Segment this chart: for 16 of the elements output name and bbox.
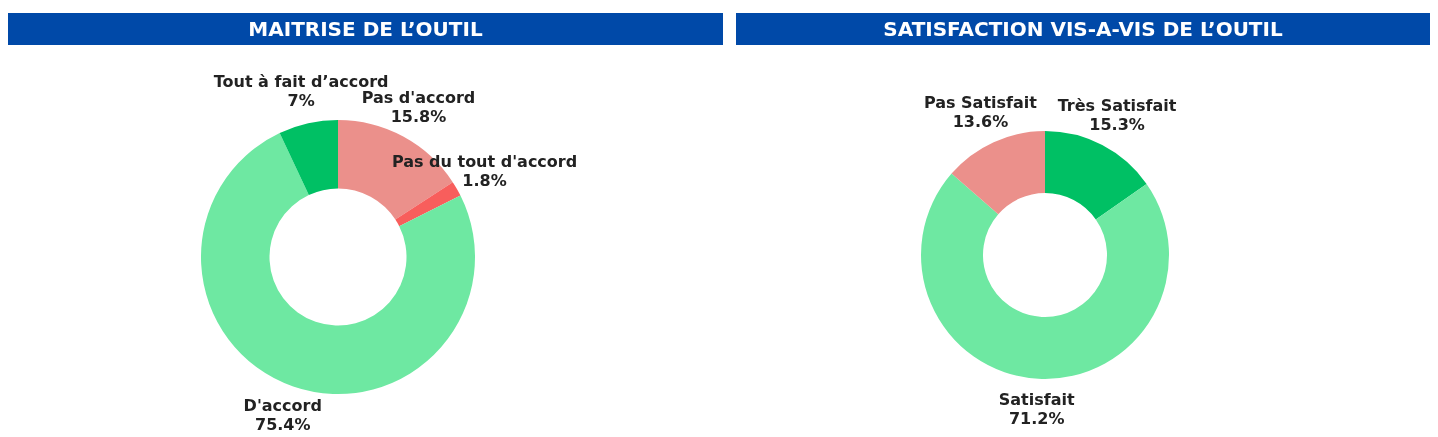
slice-label: D'accord [243,396,322,416]
slice-label: Satisfait [998,390,1075,410]
data-label: 13.6% [952,111,1009,131]
chart-title: SATISFACTION VIS-A-VIS DE L’OUTIL [736,13,1430,45]
chart-title: MAITRISE DE L’OUTIL [8,13,723,45]
data-label: 75.4% [255,415,311,435]
slice-label: Tout à fait d’accord [213,71,389,91]
slice-label: Pas d'accord [361,88,476,108]
slice-label: Très Satisfait [1057,96,1177,116]
data-label: 15.3% [1089,115,1145,135]
data-label: 15.8% [390,107,447,127]
slice-label: Pas Satisfait [923,92,1038,112]
data-label: 7% [287,90,315,110]
slice-label: Pas du tout d'accord [391,152,578,172]
data-label: 1.8% [462,171,507,191]
data-label: 71.2% [1008,409,1065,429]
